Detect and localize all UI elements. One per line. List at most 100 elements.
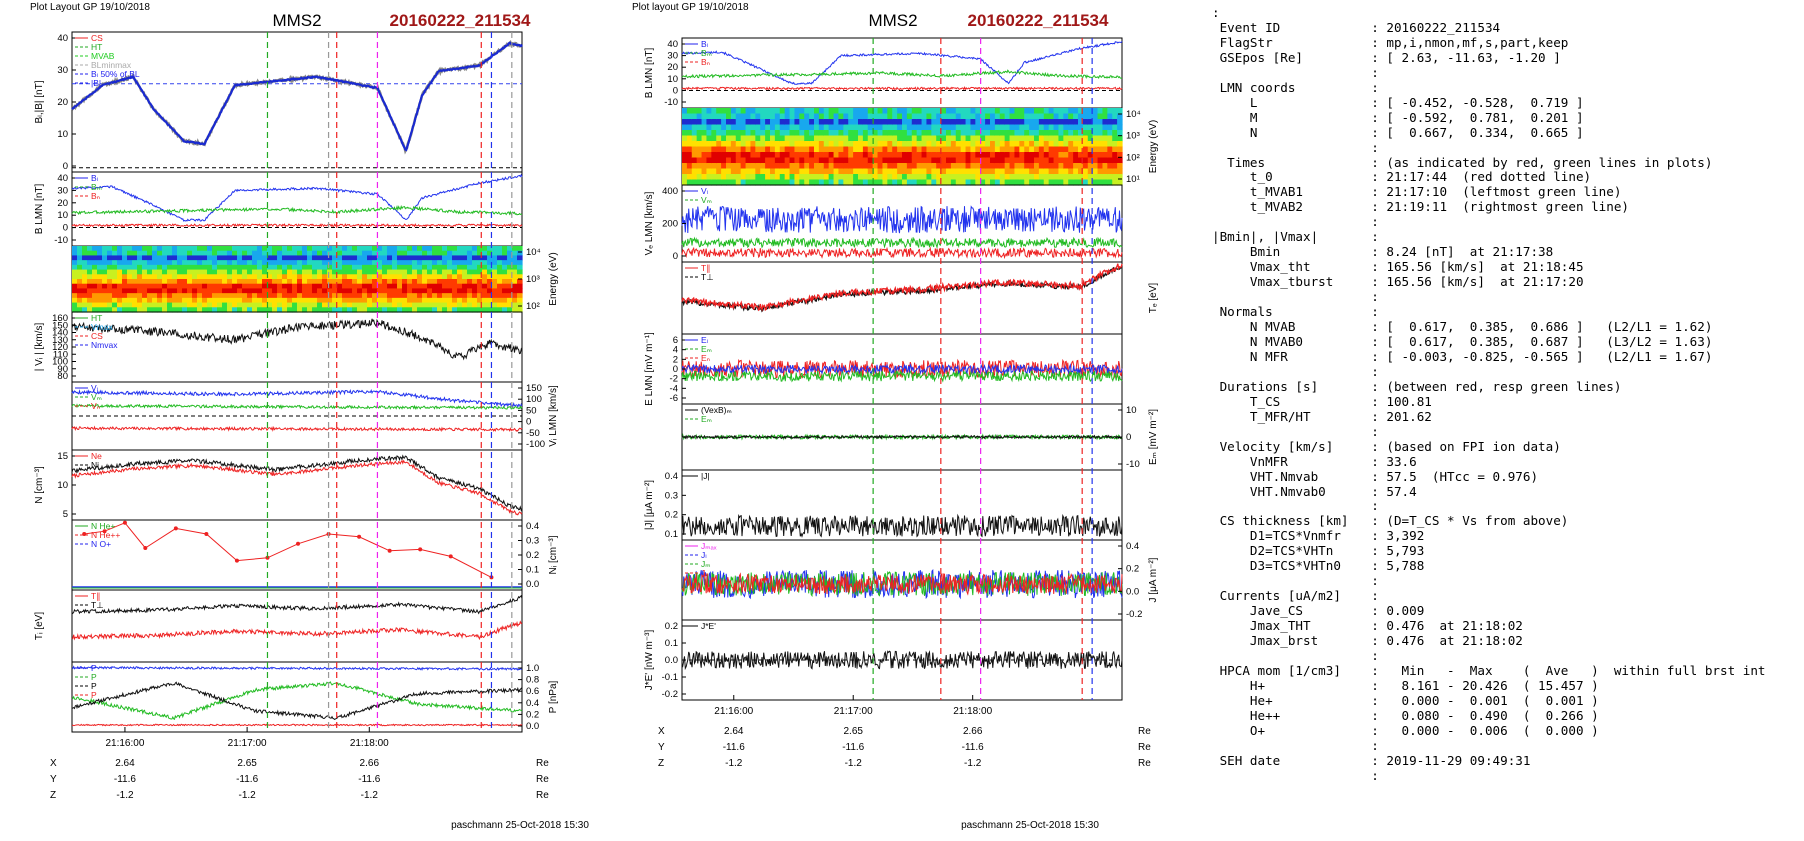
spectrogram-cell — [257, 246, 263, 252]
spectrogram-cell — [755, 130, 761, 137]
spectrogram-cell — [232, 297, 238, 304]
spectrogram-cell — [765, 168, 771, 175]
spectrogram-cell — [970, 152, 976, 159]
spectrogram-cell — [784, 168, 791, 175]
series-line-ni — [71, 454, 523, 512]
spectrogram-cell — [277, 264, 283, 271]
spectrogram-cell — [492, 255, 498, 261]
spectrogram-cell — [789, 179, 796, 186]
spectrogram-cell — [892, 157, 898, 164]
spectrogram-cell — [1073, 113, 1079, 120]
spectrogram-cell — [686, 135, 693, 142]
spectrogram-cell — [716, 141, 722, 148]
spectrogram-cell — [1014, 108, 1020, 115]
spectrogram-cell — [72, 297, 78, 304]
spectrogram-cell — [872, 135, 879, 142]
spectrogram-cell — [217, 283, 223, 290]
spectrogram-cell — [187, 307, 193, 313]
spectrogram-cell — [162, 297, 168, 304]
spectrogram-cell — [287, 297, 293, 304]
spectrogram-cell — [828, 168, 835, 175]
spectrogram-cell — [682, 141, 688, 148]
spectrogram-cell — [257, 274, 263, 280]
spectrogram-cell — [312, 288, 318, 294]
legend-entry: |B| — [91, 78, 101, 88]
spectrogram-cell — [352, 283, 358, 290]
spectrogram-cell — [147, 246, 153, 252]
spectrogram-cell — [337, 260, 343, 266]
data-point-he-plus-plus — [204, 532, 209, 536]
summary-line: Bmin : 8.24 [nT] at 21:17:38 — [1249, 244, 1554, 260]
spectrogram-cell — [848, 174, 854, 181]
legend-entry: T∥ — [701, 263, 710, 273]
spectrogram-cell — [362, 255, 368, 261]
spectrogram-cell — [392, 288, 398, 294]
spectrogram-cell — [1087, 163, 1094, 170]
spectrogram-cell — [157, 269, 163, 275]
spectrogram-cell — [804, 113, 810, 120]
spectrogram-cell — [960, 124, 967, 131]
y-tick-label: 20 — [57, 198, 68, 209]
spectrogram-cell — [507, 297, 513, 304]
spectrogram-cell — [137, 269, 143, 275]
spectrogram-cell — [1087, 108, 1094, 115]
spectrogram-cell — [327, 260, 333, 266]
spectrogram-cell — [711, 108, 717, 115]
spectrogram-cell — [1073, 141, 1079, 148]
spectrogram-cell — [1004, 124, 1011, 131]
spectrogram-cell — [72, 264, 78, 271]
x-tick-label: 21:16:00 — [105, 738, 144, 749]
spectrogram-cell — [212, 274, 218, 280]
spectrogram-cell — [457, 288, 463, 294]
spectrogram-cell — [327, 283, 333, 290]
spectrogram-cell — [437, 307, 443, 313]
spectrogram-cell — [950, 124, 957, 131]
spectrogram-cell — [726, 179, 732, 186]
spectrogram-cell — [975, 130, 981, 137]
y-axis-label: Tᵢ [eV] — [34, 612, 45, 640]
spectrogram-cell — [711, 152, 717, 159]
spectrogram-cell — [848, 119, 854, 126]
spectrogram-cell — [462, 302, 468, 308]
panel-frame — [681, 37, 1123, 109]
spectrogram-cell — [1048, 124, 1055, 131]
spectrogram-cell — [427, 279, 433, 285]
spectrogram-cell — [990, 179, 996, 186]
spectrogram-cell — [277, 260, 283, 266]
spectrogram-cell — [72, 255, 78, 261]
spectrogram-cell — [467, 260, 473, 266]
summary-line: : — [1371, 139, 1379, 155]
spectrogram-cell — [1087, 168, 1094, 175]
spectrogram-cell — [507, 302, 513, 308]
spectrogram-cell — [985, 135, 991, 142]
spectrogram-cell — [1087, 174, 1094, 181]
spectrogram-cell — [1073, 146, 1079, 153]
spectrogram-cell — [960, 152, 967, 159]
spectrogram-cell — [97, 274, 103, 280]
spectrogram-cell — [312, 260, 318, 266]
spectrogram-cell — [696, 119, 703, 126]
spectrogram-cell — [686, 119, 693, 126]
spectrogram-cell — [152, 307, 158, 313]
spectrogram-cell — [502, 283, 508, 290]
y-tick-label: 20 — [667, 62, 678, 73]
spectrogram-cell — [814, 168, 820, 175]
spectrogram-cell — [950, 174, 957, 181]
spectrogram-cell — [1102, 163, 1108, 170]
spectrogram-cell — [950, 152, 957, 159]
series-line-bm — [71, 204, 523, 216]
y-tick-label: -6 — [670, 393, 678, 404]
spectrogram-cell — [789, 146, 796, 153]
spectrogram-cell — [502, 255, 508, 261]
spectrogram-cell — [784, 124, 791, 131]
spectrogram-cell — [227, 255, 233, 261]
spectrogram-cell — [1014, 157, 1020, 164]
spectrogram-cell — [965, 124, 972, 131]
spectrogram-cell — [814, 157, 820, 164]
spectrogram-cell — [152, 279, 158, 285]
spectrogram-cell — [497, 255, 503, 261]
spectrogram-cell — [242, 250, 248, 257]
spectrogram-cell — [799, 146, 805, 153]
spectrogram-cell — [774, 174, 781, 181]
